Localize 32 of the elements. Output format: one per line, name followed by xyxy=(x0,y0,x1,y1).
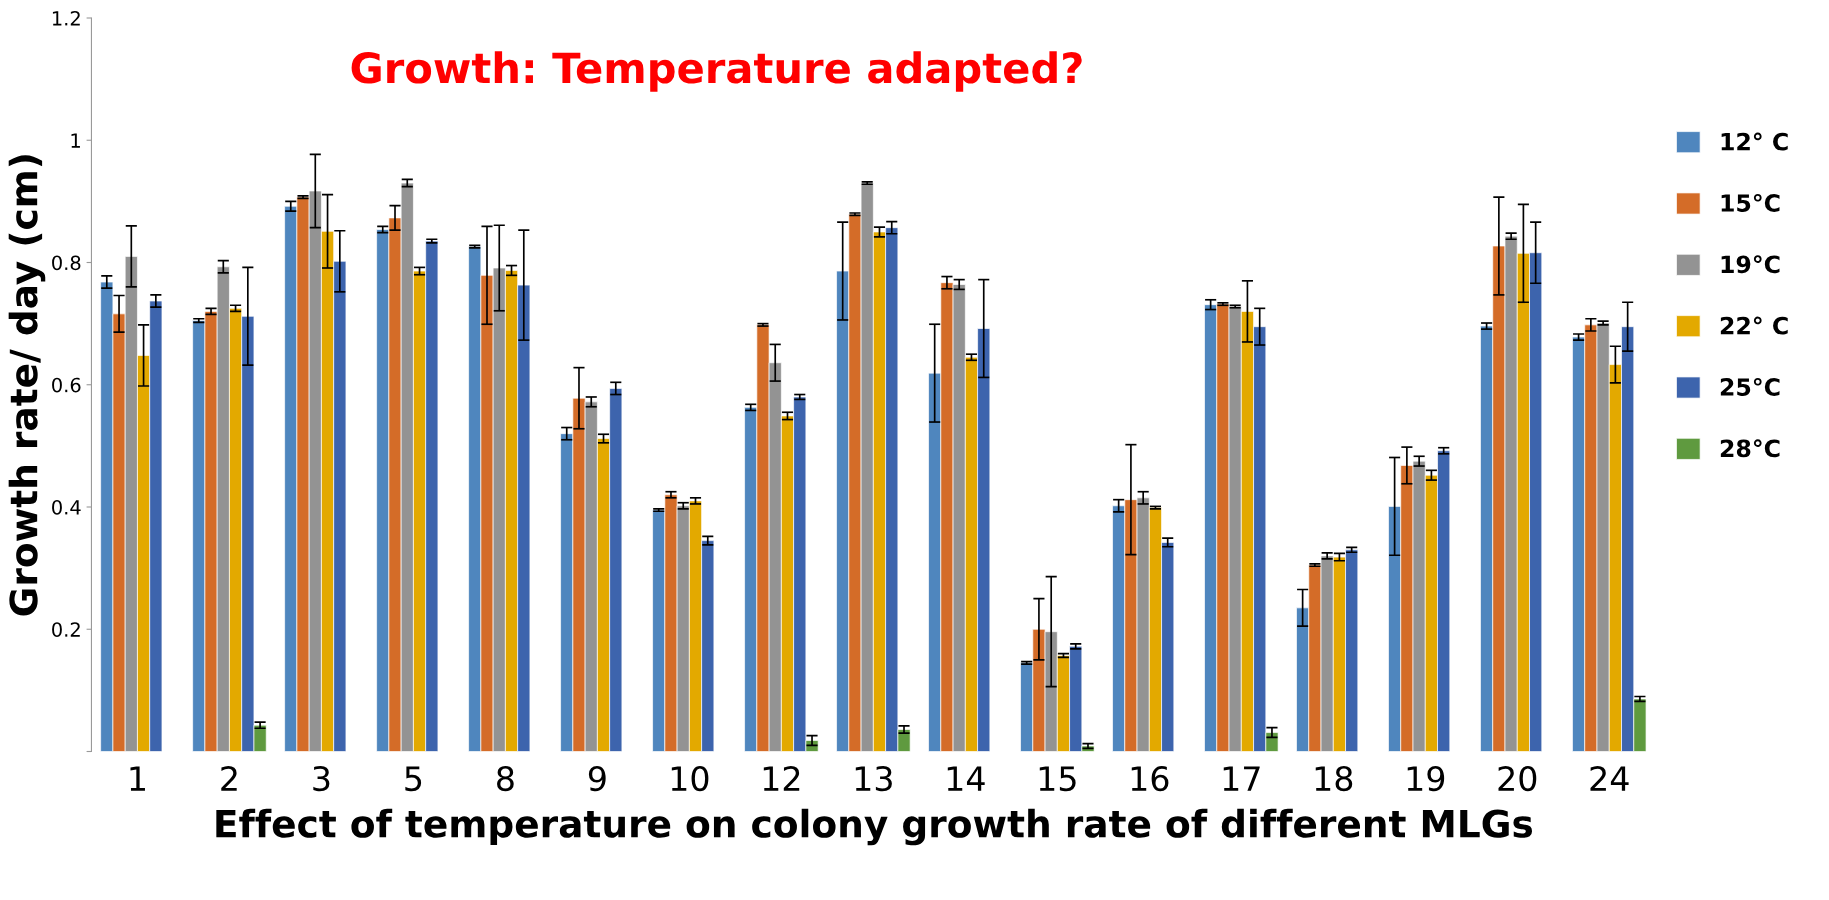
y-tick-label: 0.8 xyxy=(52,255,81,271)
legend-label: 15°C xyxy=(1721,193,1780,212)
y-tick-label: 1.2 xyxy=(52,10,80,26)
x-tick-label: 9 xyxy=(588,765,606,792)
y-tick-label: 1 xyxy=(71,133,80,148)
x-tick-label: 12 xyxy=(763,765,800,791)
legend-label: 28°C xyxy=(1720,439,1780,458)
x-tick-label: 16 xyxy=(1131,765,1169,792)
x-tick-label: 17 xyxy=(1223,766,1260,791)
legend-label: 19°C xyxy=(1721,255,1780,274)
x-tick-label: 24 xyxy=(1590,765,1629,791)
legend-label: 22° C xyxy=(1720,316,1788,335)
legend-label: 12° C xyxy=(1721,132,1788,151)
x-tick-label: 10 xyxy=(671,765,709,792)
y-tick-label: 0.6 xyxy=(52,377,81,393)
x-tick-label: 19 xyxy=(1407,765,1445,792)
legend-label: 25°C xyxy=(1720,377,1780,396)
x-tick-label: 1 xyxy=(130,766,145,791)
x-tick-label: 18 xyxy=(1315,765,1353,792)
x-tick-label: 5 xyxy=(405,766,422,792)
x-tick-label: 20 xyxy=(1498,765,1537,792)
x-tick-label: 8 xyxy=(497,765,514,792)
x-tick-label: 14 xyxy=(947,766,985,791)
x-axis-title: Effect of temperature on colony growth rate of different MLGs xyxy=(216,808,1533,846)
x-tick-label: 15 xyxy=(1039,766,1076,792)
y-axis-title: Growth rate/ day (cm) xyxy=(8,155,46,616)
x-tick-label: 3 xyxy=(313,765,330,792)
text: Growth: Temperature adapted? xyxy=(351,51,1082,92)
x-tick-label: 13 xyxy=(855,765,892,792)
y-tick-label: 0.4 xyxy=(52,499,81,515)
y-tick-label: 0.2 xyxy=(52,622,80,637)
x-tick-label: 2 xyxy=(221,765,237,791)
